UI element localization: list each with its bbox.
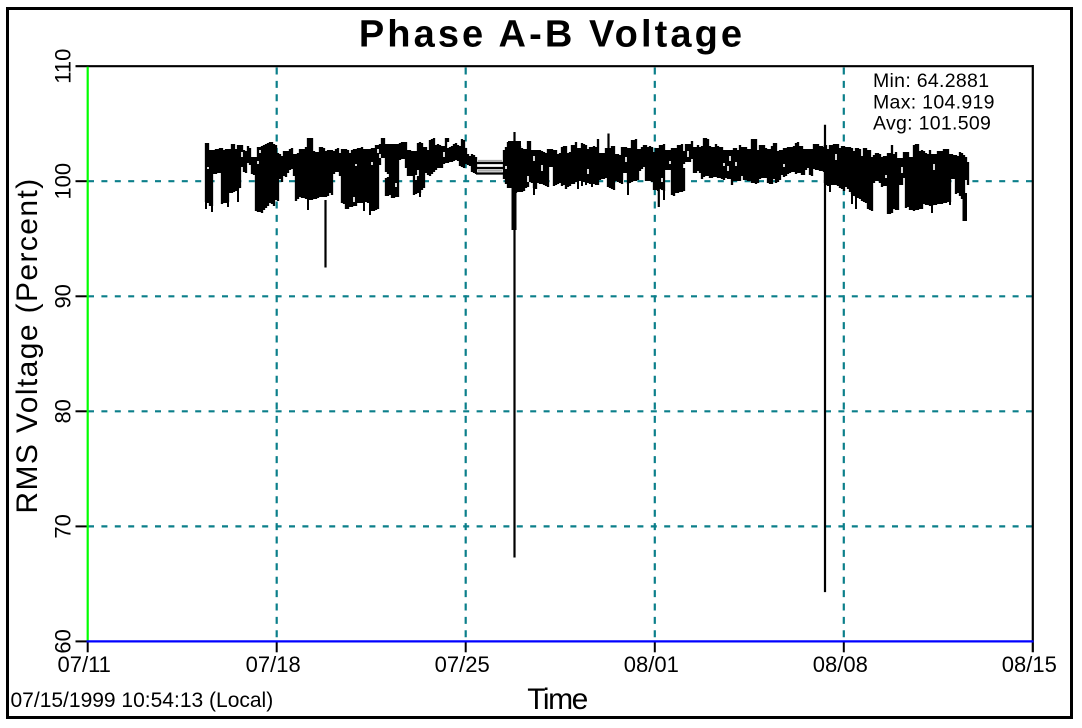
svg-text:60: 60 bbox=[51, 629, 76, 653]
svg-text:07/11: 07/11 bbox=[57, 652, 110, 677]
svg-text:70: 70 bbox=[51, 514, 76, 538]
svg-text:Max: 104.919: Max: 104.919 bbox=[873, 92, 995, 114]
svg-text:RMS Voltage (Percent): RMS Voltage (Percent) bbox=[11, 177, 44, 513]
svg-text:90: 90 bbox=[51, 284, 76, 308]
svg-text:07/18: 07/18 bbox=[246, 652, 301, 677]
svg-text:08/01: 08/01 bbox=[624, 652, 679, 677]
svg-text:Avg: 101.509: Avg: 101.509 bbox=[873, 113, 991, 135]
svg-text:Phase A-B Voltage: Phase A-B Voltage bbox=[359, 14, 745, 56]
svg-text:07/25: 07/25 bbox=[435, 652, 490, 677]
svg-text:07/15/1999 10:54:13 (Local): 07/15/1999 10:54:13 (Local) bbox=[11, 689, 274, 712]
svg-text:Min: 64.2881: Min: 64.2881 bbox=[873, 70, 989, 92]
svg-text:08/08: 08/08 bbox=[813, 652, 868, 677]
svg-text:08/15: 08/15 bbox=[1002, 652, 1057, 677]
svg-text:110: 110 bbox=[51, 49, 76, 84]
svg-text:80: 80 bbox=[51, 399, 76, 423]
svg-text:Time: Time bbox=[527, 683, 587, 716]
svg-text:100: 100 bbox=[51, 163, 76, 200]
